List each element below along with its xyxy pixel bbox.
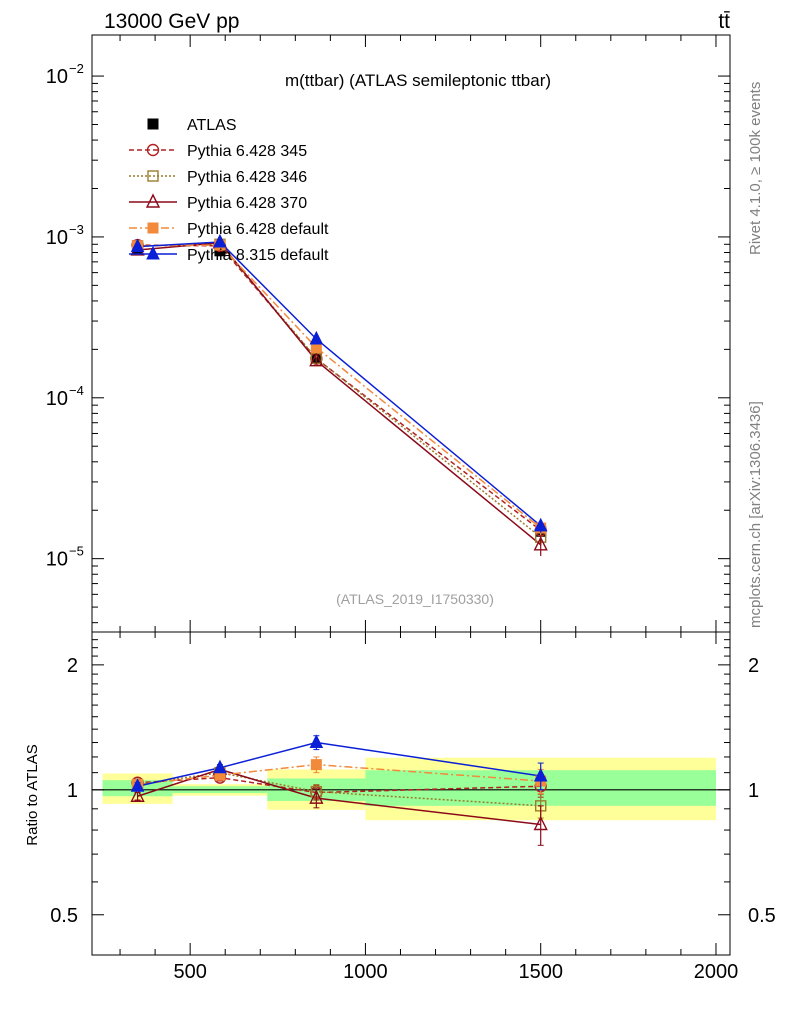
ratio-series-4-line [137,741,541,787]
ratio-series-4-point [309,734,324,749]
main-ytick-label: 10 [46,66,68,88]
ratio-ytick-label-left: 2 [67,655,78,677]
series-1-line [137,244,542,531]
legend-entry: ATLAS [147,117,237,134]
main-ytick-exponent: −3 [69,222,84,237]
legend-marker [146,245,160,260]
legend-entry: Pythia 6.428 345 [129,143,307,160]
main-ytick-label: 10 [46,549,68,571]
series-3-point [533,536,548,551]
series-5-point [533,517,548,532]
series-5-point [130,238,145,253]
main-ytick-exponent: −5 [69,544,84,559]
legend-label: Pythia 6.428 default [187,221,329,238]
legend-entry: Pythia 6.428 default [129,221,329,238]
main-ytick-exponent: −2 [69,61,84,76]
ratio-ylabel: Ratio to ATLAS [24,744,41,845]
rivet-version-label: Rivet 4.1.0, ≥ 100k events [747,82,764,255]
ratio-series-4-point [213,759,227,774]
series-3-line [137,241,542,546]
ratio-series-2-point [309,789,324,804]
legend-entry: Pythia 6.428 370 [129,193,307,212]
ratio-series-2-point [130,787,145,802]
legend-marker [145,193,161,208]
analysis-watermark: (ATLAS_2019_I1750330) [336,591,494,607]
legend-entry: Pythia 8.315 default [129,245,329,264]
ratio-ytick-label-left: 1 [67,780,78,802]
ratio-xtick-label: 500 [173,961,206,983]
series-5-point [309,330,324,345]
series-2-line [137,243,542,538]
legend-label: ATLAS [187,117,237,134]
legend-marker [147,222,159,234]
ratio-xtick-label: 2000 [694,961,739,983]
legend-marker [147,118,159,130]
series-5-line [137,241,542,527]
mcplots-label: mcplots.cern.ch [arXiv:1306.3436] [747,401,764,628]
ratio-series-4-point [533,767,548,782]
ratio-series-0-line [137,776,541,794]
ratio-xtick-label: 1500 [518,961,563,983]
energy-label: 13000 GeV pp [104,10,239,33]
ratio-series-3-point [310,759,322,771]
legend-label: Pythia 6.428 370 [187,195,307,212]
ratio-series-2-point [533,815,548,831]
legend-label: Pythia 8.315 default [187,247,329,264]
ratio-xtick-label: 1000 [343,961,388,983]
process-label: tt̄ [718,10,730,33]
legend-entry: Pythia 6.428 346 [129,169,307,186]
ratio-series-3-line [137,763,541,786]
legend-marker [146,143,160,157]
ratio-series-1-line [137,771,541,807]
series-3-point [309,352,324,367]
ratio-series-4-point [130,778,145,792]
main-ytick-label: 10 [46,388,68,410]
legend-label: Pythia 6.428 345 [187,143,307,160]
ratio-ytick-label-right: 2 [748,655,759,677]
ratio-series-2-line [137,768,541,826]
legend: ATLAS Pythia 6.428 345 Pythia 6.428 346 Pyt… [129,117,329,264]
ratio-ytick-label-left: 0.5 [50,905,78,927]
main-ytick-exponent: −4 [69,383,84,398]
ratio-ytick-label-right: 1 [748,780,759,802]
main-ytick-label: 10 [46,227,68,249]
legend-label: Pythia 6.428 346 [187,169,307,186]
legend-marker [147,170,159,182]
series-4-line [137,244,542,529]
ratio-plot-frame [91,631,731,956]
ratio-ytick-label-right: 0.5 [748,905,776,927]
series-5-point [213,233,227,248]
main-plot-title: m(ttbar) (ATLAS semileptonic ttbar) [285,71,551,90]
